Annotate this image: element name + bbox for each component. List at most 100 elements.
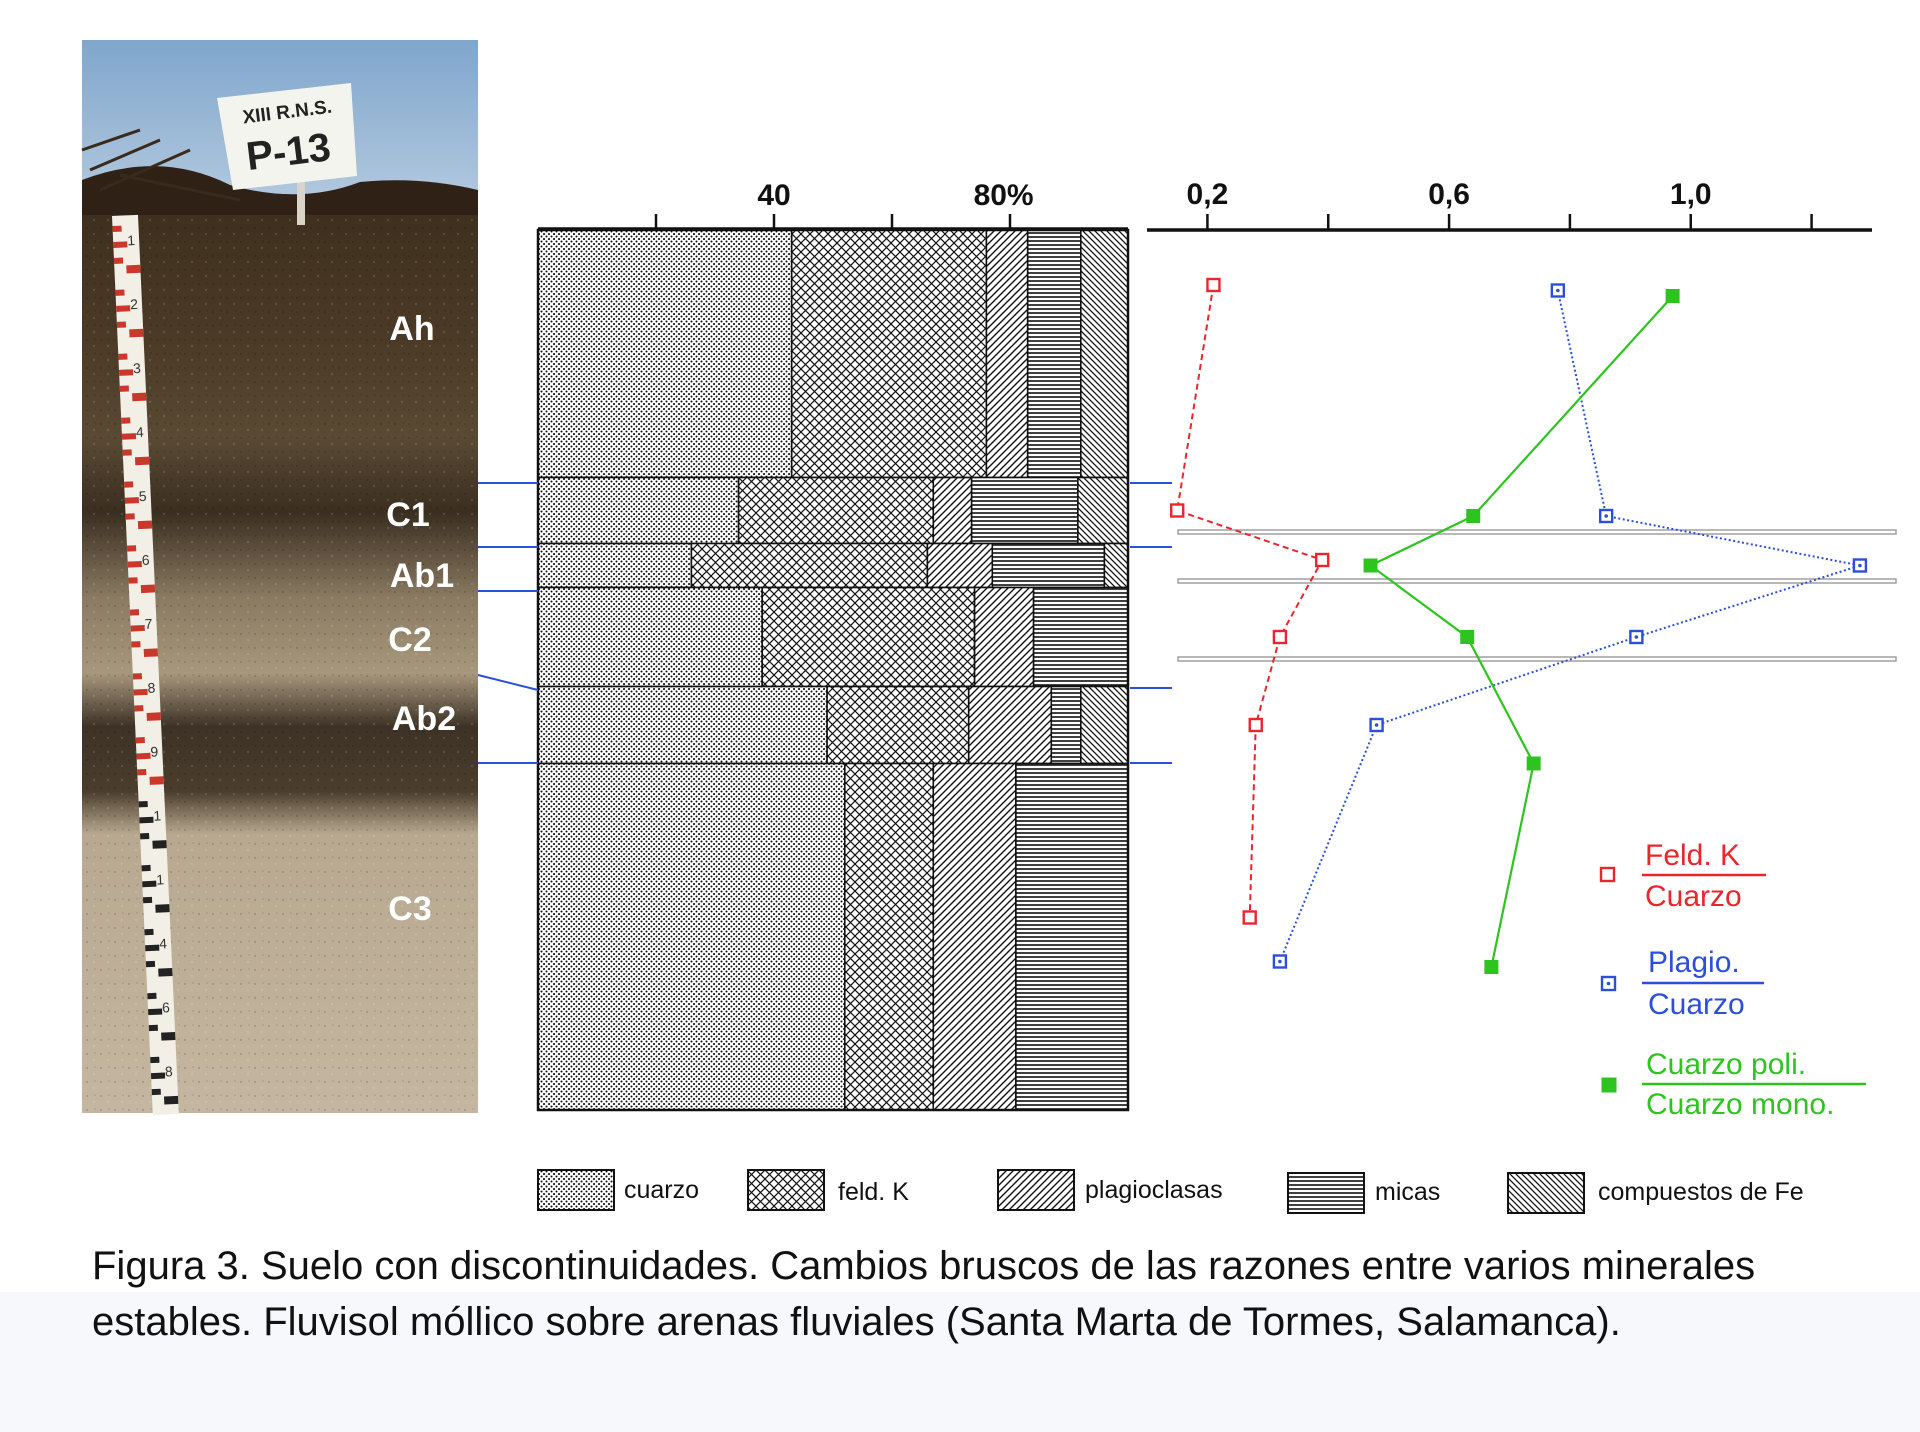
bar-segment-c1-0 bbox=[537, 476, 740, 545]
bar-segment-ab2-2 bbox=[967, 685, 1053, 765]
ratio-point bbox=[1272, 629, 1288, 645]
ratio-point bbox=[1460, 630, 1475, 644]
ratio-point bbox=[1206, 277, 1221, 293]
separator-band bbox=[1177, 656, 1897, 662]
bar-segment-c3-3 bbox=[1015, 762, 1129, 1111]
ratio-point-dot bbox=[1556, 288, 1560, 293]
separator-band bbox=[1177, 529, 1897, 535]
horizon-boundary-connectors bbox=[477, 482, 1172, 764]
legend-feld-k-label: feld. K bbox=[838, 1178, 909, 1206]
horizon-label-ah: Ah bbox=[389, 310, 434, 348]
ratio-point bbox=[1466, 509, 1481, 523]
ratio-point bbox=[1363, 558, 1378, 573]
ruler-number: 4 bbox=[136, 424, 145, 440]
mineral-composition-chart: 40 80% bbox=[536, 179, 1130, 1112]
bar-segment-ab1-0 bbox=[537, 542, 693, 589]
bar-segment-c1-2 bbox=[932, 476, 973, 545]
legend-feld-numerator: Feld. K bbox=[1645, 839, 1740, 872]
ratio-point bbox=[1526, 756, 1541, 771]
sign: XIII R.N.S. P-13 bbox=[217, 83, 357, 190]
ratio-series-line-1 bbox=[1278, 290, 1861, 962]
legend-cuarzo-label: cuarzo bbox=[624, 1176, 699, 1204]
bar-segment-c2-1 bbox=[761, 586, 976, 688]
ratio-axis-tick-label: 1,0 bbox=[1670, 178, 1712, 211]
legend-compuestos-fe-label: compuestos de Fe bbox=[1598, 1178, 1804, 1206]
bar-segment-ab2-3 bbox=[1050, 685, 1082, 765]
ruler-number: 7 bbox=[144, 616, 153, 632]
legend-cuarzo: cuarzo bbox=[537, 1169, 699, 1211]
mineral-pattern-legend: cuarzo feld. K plagioclasas micas compue… bbox=[537, 1169, 1804, 1214]
ruler-number: 6 bbox=[162, 999, 171, 1015]
bar-segment-c1-3 bbox=[970, 476, 1079, 545]
legend-micas: micas bbox=[1287, 1172, 1440, 1214]
ratio-point bbox=[1248, 717, 1263, 733]
legend-feld-denominator: Cuarzo bbox=[1645, 880, 1742, 913]
ruler-number: 3 bbox=[133, 360, 142, 376]
legend-poli-numerator: Cuarzo poli. bbox=[1646, 1048, 1806, 1081]
bar-segment-ab2-1 bbox=[826, 685, 970, 765]
legend-plagio-cuarzo: Plagio. Cuarzo bbox=[1600, 946, 1764, 1021]
bar-segment-ab1-1 bbox=[690, 542, 929, 589]
soil-profile-photo: XIII R.N.S. P-13 1 2 3 4 5 6 7 8 9 1 1 4 6 8 Ah C1 Ab… bbox=[81, 40, 478, 1116]
ratio-point bbox=[1484, 960, 1499, 974]
legend-plagioclasas: plagioclasas bbox=[997, 1169, 1223, 1211]
ruler-number: 4 bbox=[159, 935, 168, 951]
ratio-point-dot bbox=[1278, 959, 1282, 964]
bar-segment-ah-1 bbox=[790, 229, 988, 479]
ratio-point-dot bbox=[1374, 723, 1379, 727]
legend-plagio-numerator: Plagio. bbox=[1648, 946, 1740, 979]
ratio-point bbox=[1242, 910, 1257, 925]
ruler-number: 5 bbox=[138, 488, 147, 504]
ratio-point-dot bbox=[1858, 563, 1862, 568]
legend-poli-mono: Cuarzo poli. Cuarzo mono. bbox=[1601, 1048, 1866, 1121]
bar-axis-tick-label: 40 bbox=[757, 179, 790, 212]
ruler-number: 1 bbox=[153, 807, 162, 823]
boundary-line-c2-ab2 bbox=[477, 674, 1172, 691]
horizon-label-ab2: Ab2 bbox=[392, 700, 456, 738]
bar-segment-ab1-3 bbox=[991, 542, 1106, 589]
ratio-legend: Feld. K Cuarzo Plagio. Cuarzo Cuarzo pol… bbox=[1599, 839, 1866, 1121]
ratio-point-dot bbox=[1604, 514, 1608, 518]
caption-background bbox=[0, 1292, 1920, 1432]
legend-plagio-denominator: Cuarzo bbox=[1648, 988, 1745, 1021]
ruler-number: 6 bbox=[141, 552, 150, 568]
bar-segment-c3-0 bbox=[537, 762, 846, 1111]
bar-segment-c1-4 bbox=[1077, 476, 1129, 545]
sign-line-2: P-13 bbox=[244, 125, 333, 179]
ratio-point bbox=[1315, 552, 1330, 568]
ratio-point bbox=[1170, 503, 1185, 518]
bar-segment-c3-2 bbox=[932, 762, 1017, 1111]
horizon-label-c3: C3 bbox=[388, 890, 431, 928]
figure-caption: Figura 3. Suelo con discontinuidades. Ca… bbox=[92, 1244, 1756, 1344]
ruler-number: 1 bbox=[156, 871, 165, 887]
ratio-axis-tick-label: 0,2 bbox=[1187, 178, 1229, 211]
bar-segment-ah-3 bbox=[1026, 229, 1082, 479]
bar-segment-ah-4 bbox=[1080, 229, 1129, 479]
separator-band bbox=[1177, 578, 1897, 584]
legend-micas-label: micas bbox=[1375, 1178, 1440, 1206]
bar-segment-ab2-0 bbox=[537, 685, 828, 765]
bar-segment-c2-0 bbox=[537, 586, 763, 688]
bar-segment-c2-2 bbox=[973, 586, 1035, 688]
bar-segment-c1-1 bbox=[737, 476, 935, 545]
ruler-number: 1 bbox=[127, 232, 136, 248]
ratio-point bbox=[1665, 289, 1680, 303]
ratio-axis-tick-label: 0,6 bbox=[1428, 178, 1470, 211]
ruler-number: 2 bbox=[130, 296, 139, 312]
ruler-number: 9 bbox=[150, 743, 159, 759]
legend-feld-cuarzo: Feld. K Cuarzo bbox=[1599, 839, 1766, 913]
ratio-series-line-0 bbox=[1176, 284, 1324, 918]
horizon-label-ab1: Ab1 bbox=[390, 557, 454, 595]
bar-segment-ah-0 bbox=[537, 229, 793, 479]
horizon-label-c1: C1 bbox=[386, 496, 429, 534]
ruler-number: 8 bbox=[165, 1063, 174, 1079]
bar-segment-ab1-2 bbox=[926, 542, 994, 589]
ruler-number: 8 bbox=[147, 680, 156, 696]
bar-segment-c3-1 bbox=[843, 762, 935, 1111]
bar-segment-ab2-4 bbox=[1080, 685, 1129, 765]
bar-segment-ah-2 bbox=[985, 229, 1029, 479]
legend-plagioclasas-label: plagioclasas bbox=[1085, 1176, 1223, 1204]
bar-segment-c2-3 bbox=[1032, 586, 1129, 688]
ratio-point-dot bbox=[1634, 635, 1639, 639]
